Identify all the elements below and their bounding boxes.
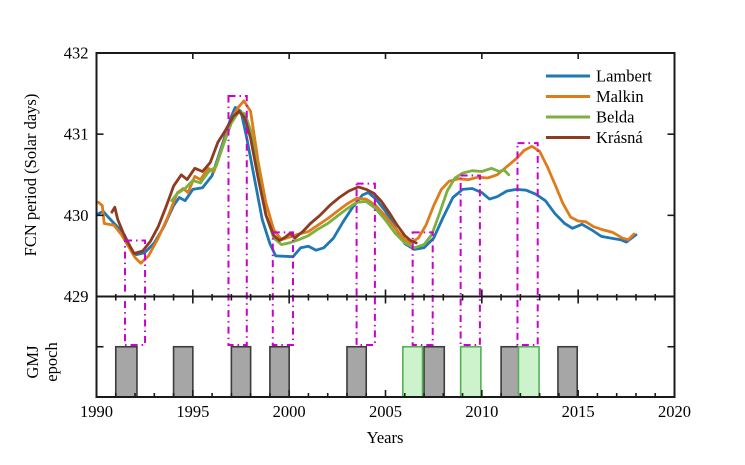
gmj-epoch-bar-gray bbox=[114, 345, 138, 398]
gmj-epoch-bar-gray bbox=[269, 345, 290, 398]
x-tick-label: 2000 bbox=[273, 402, 306, 421]
y-axis-label-epoch: epoch bbox=[42, 342, 61, 382]
legend-entry-lambert: Lambert bbox=[546, 67, 652, 86]
legend-entry-krasna: Krásná bbox=[546, 128, 643, 147]
axis-ticks bbox=[95, 52, 676, 397]
y-tick-label: 430 bbox=[64, 206, 89, 225]
gmj-epoch-bar-gray bbox=[423, 345, 446, 398]
y-axis-label-main: FCN period (Solar days) bbox=[21, 94, 40, 257]
x-tick-label: 1995 bbox=[176, 402, 209, 421]
gmj-epoch-bar-green bbox=[517, 345, 540, 398]
x-tick-label: 2005 bbox=[369, 402, 402, 421]
legend-label-belda: Belda bbox=[596, 108, 635, 127]
legend: Lambert Malkin Belda Krásná bbox=[546, 67, 652, 147]
y-tick-label: 431 bbox=[64, 125, 89, 144]
highlight-rect bbox=[516, 142, 539, 346]
gmj-epoch-bar-gray bbox=[557, 345, 579, 398]
legend-entry-malkin: Malkin bbox=[546, 87, 644, 106]
gmj-epoch-bar-gray bbox=[500, 345, 522, 398]
x-tick-label: 2020 bbox=[658, 402, 691, 421]
highlight-rect bbox=[355, 182, 376, 346]
gmj-epoch-bar-gray bbox=[346, 345, 368, 398]
highlight-rect bbox=[459, 174, 481, 346]
series-line-belda bbox=[170, 110, 511, 250]
y-axis-label-gmj: GMJ bbox=[23, 345, 42, 379]
tick-labels: 429 430 431 432 1990 1995 2000 2005 2010 2015 2020 bbox=[64, 44, 691, 422]
gmj-epoch-bar-gray bbox=[172, 345, 194, 398]
series-line-malkin bbox=[97, 99, 636, 265]
highlight-rect bbox=[411, 231, 434, 346]
legend-label-malkin: Malkin bbox=[596, 87, 644, 106]
legend-label-krasna: Krásná bbox=[596, 128, 643, 147]
axes-frame bbox=[95, 52, 676, 398]
x-tick-label: 2010 bbox=[465, 402, 498, 421]
series-lines bbox=[97, 99, 638, 265]
highlight-rect bbox=[227, 95, 248, 347]
x-tick-label: 2015 bbox=[562, 402, 595, 421]
series-line-krásná bbox=[110, 110, 418, 255]
x-tick-label: 1990 bbox=[80, 402, 113, 421]
legend-entry-belda: Belda bbox=[546, 108, 635, 127]
y-tick-label: 429 bbox=[64, 287, 89, 306]
gmj-epoch-bar-gray bbox=[230, 345, 252, 398]
highlight-rects bbox=[124, 95, 539, 347]
y-tick-label: 432 bbox=[64, 44, 89, 63]
highlight-rect bbox=[271, 231, 295, 346]
highlight-rect bbox=[124, 239, 147, 346]
gmj-epoch-bar-green bbox=[402, 345, 424, 398]
x-axis-label: Years bbox=[367, 428, 404, 447]
legend-label-lambert: Lambert bbox=[596, 67, 652, 86]
gmj-epoch-bars bbox=[114, 345, 579, 398]
series-line-lambert bbox=[97, 106, 638, 259]
gmj-epoch-bar-green bbox=[459, 345, 482, 398]
